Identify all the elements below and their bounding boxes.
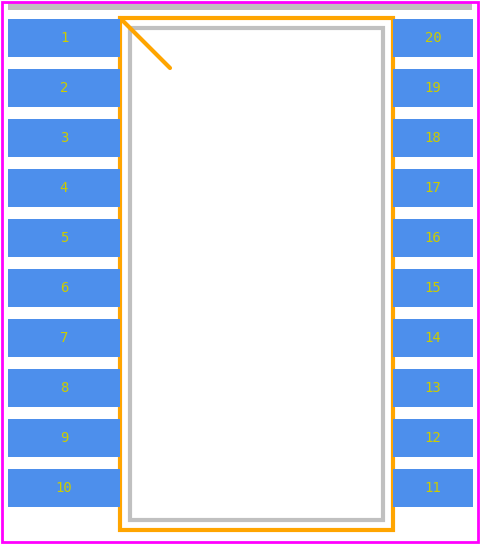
Text: 5: 5: [60, 231, 68, 245]
Bar: [8, 19, 120, 57]
Bar: [393, 169, 473, 207]
Bar: [393, 369, 473, 407]
Bar: [8, 469, 120, 507]
Bar: [8, 419, 120, 457]
Bar: [393, 69, 473, 107]
Bar: [8, 219, 120, 257]
Text: 4: 4: [60, 181, 68, 195]
Text: 17: 17: [425, 181, 442, 195]
Bar: [393, 469, 473, 507]
Text: 10: 10: [56, 481, 72, 495]
Bar: [393, 319, 473, 357]
Text: 8: 8: [60, 381, 68, 395]
Text: 14: 14: [425, 331, 442, 345]
Text: 12: 12: [425, 431, 442, 445]
Bar: [8, 319, 120, 357]
Bar: [393, 269, 473, 307]
Text: 6: 6: [60, 281, 68, 295]
Bar: [8, 2, 472, 10]
Bar: [393, 19, 473, 57]
Bar: [8, 269, 120, 307]
Text: 20: 20: [425, 31, 442, 45]
Text: 19: 19: [425, 81, 442, 95]
Bar: [8, 119, 120, 157]
Text: 1: 1: [60, 31, 68, 45]
Text: 9: 9: [60, 431, 68, 445]
Bar: [130, 28, 383, 520]
Text: 3: 3: [60, 131, 68, 145]
Bar: [120, 18, 393, 530]
Text: 11: 11: [425, 481, 442, 495]
Bar: [8, 169, 120, 207]
Text: 7: 7: [60, 331, 68, 345]
Bar: [8, 69, 120, 107]
Bar: [393, 119, 473, 157]
Bar: [393, 419, 473, 457]
Text: 18: 18: [425, 131, 442, 145]
Bar: [8, 369, 120, 407]
Text: 13: 13: [425, 381, 442, 395]
Text: 15: 15: [425, 281, 442, 295]
Bar: [393, 219, 473, 257]
Text: 16: 16: [425, 231, 442, 245]
Text: 2: 2: [60, 81, 68, 95]
